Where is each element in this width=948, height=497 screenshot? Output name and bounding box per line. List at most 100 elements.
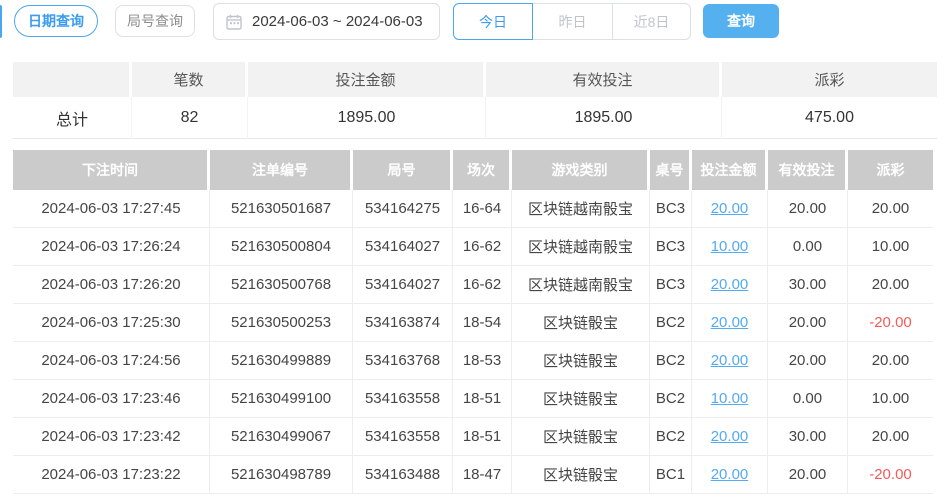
table-row: 2024-06-03 17:26:20 521630500768 534164027… [13,266,933,304]
bets-header-row: 下注时间 注单编号 局号 场次 游戏类别 桌号 投注金额 有效投注 派彩 [13,150,933,190]
bet-amount-link[interactable]: 20.00 [710,466,749,483]
table-row: 2024-06-03 17:27:45 521630501687 534164275… [13,190,933,228]
table-row: 2024-06-03 17:24:56 521630499889 534163768… [13,342,933,380]
cell-round-id: 534164027 [353,228,453,266]
col-bet-amount: 投注金额 [692,150,768,190]
cell-game-type: 区块链骰宝 [512,456,650,494]
cell-valid-bet: 20.00 [768,304,848,342]
quick-date-button-group: 今日 昨日 近8日 [453,3,691,40]
search-button[interactable]: 查询 [703,4,779,38]
table-row: 2024-06-03 17:26:24 521630500804 534164027… [13,228,933,266]
cell-round-id: 534164275 [353,190,453,228]
cell-payout: -20.00 [848,304,933,342]
bet-amount-link[interactable]: 10.00 [710,390,749,407]
cell-session: 16-62 [453,228,512,266]
cell-game-type: 区块链骰宝 [512,380,650,418]
bet-records-table: 下注时间 注单编号 局号 场次 游戏类别 桌号 投注金额 有效投注 派彩 2024-06-03 … [13,150,933,494]
col-table-no: 桌号 [650,150,692,190]
summary-header-count: 笔数 [132,62,248,97]
cell-table-no: BC3 [650,190,692,228]
cell-bet-amount: 20.00 [692,304,768,342]
cell-bet-time: 2024-06-03 17:27:45 [13,190,210,228]
cell-bet-amount: 20.00 [692,456,768,494]
cell-session: 18-53 [453,342,512,380]
cell-bet-time: 2024-06-03 17:23:42 [13,418,210,456]
date-range-value: 2024-06-03 ~ 2024-06-03 [252,13,423,30]
cell-table-no: BC2 [650,418,692,456]
summary-total-count: 82 [132,97,248,139]
last-8-days-button[interactable]: 近8日 [613,3,691,40]
cell-game-type: 区块链越南骰宝 [512,190,650,228]
cell-valid-bet: 30.00 [768,266,848,304]
cell-game-type: 区块链越南骰宝 [512,228,650,266]
cell-game-type: 区块链骰宝 [512,418,650,456]
cell-payout: 20.00 [848,190,933,228]
bet-amount-link[interactable]: 20.00 [710,200,749,217]
col-order-id: 注单编号 [210,150,353,190]
col-round-id: 局号 [353,150,453,190]
cell-bet-time: 2024-06-03 17:24:56 [13,342,210,380]
round-query-tab[interactable]: 局号查询 [115,5,195,37]
cell-table-no: BC3 [650,266,692,304]
summary-total-row: 总计 82 1895.00 1895.00 475.00 [13,97,937,139]
cell-valid-bet: 30.00 [768,418,848,456]
cell-game-type: 区块链骰宝 [512,342,650,380]
bet-amount-link[interactable]: 10.00 [710,238,749,255]
cell-bet-time: 2024-06-03 17:23:46 [13,380,210,418]
table-row: 2024-06-03 17:25:30 521630500253 534163874… [13,304,933,342]
cell-game-type: 区块链越南骰宝 [512,266,650,304]
summary-total-payout: 475.00 [722,97,937,139]
summary-header-empty [13,62,132,97]
summary-total-valid-bet: 1895.00 [486,97,722,139]
cell-order-id: 521630500804 [210,228,353,266]
cell-session: 18-51 [453,380,512,418]
cell-payout: 20.00 [848,266,933,304]
cell-valid-bet: 0.00 [768,228,848,266]
bet-amount-link[interactable]: 20.00 [710,428,749,445]
date-query-tab[interactable]: 日期查询 [14,5,98,37]
cell-bet-amount: 20.00 [692,266,768,304]
cell-bet-time: 2024-06-03 17:26:24 [13,228,210,266]
cell-valid-bet: 20.00 [768,190,848,228]
cell-bet-amount: 20.00 [692,418,768,456]
today-button[interactable]: 今日 [453,3,533,40]
cell-payout: 10.00 [848,228,933,266]
left-edge-partial-element [0,5,2,38]
summary-header-valid-bet: 有效投注 [486,62,722,97]
summary-total-label: 总计 [13,97,132,139]
bet-amount-link[interactable]: 20.00 [710,276,749,293]
cell-order-id: 521630500768 [210,266,353,304]
summary-header-payout: 派彩 [722,62,937,97]
table-row: 2024-06-03 17:23:42 521630499067 534163558… [13,418,933,456]
bet-amount-link[interactable]: 20.00 [710,314,749,331]
summary-total-bet-amount: 1895.00 [248,97,486,139]
calendar-icon [226,14,242,30]
cell-order-id: 521630500253 [210,304,353,342]
cell-order-id: 521630498789 [210,456,353,494]
query-toolbar: 日期查询 局号查询 2024-06-03 ~ 2024-06-03 今日 昨日 … [0,0,948,48]
cell-bet-time: 2024-06-03 17:26:20 [13,266,210,304]
bet-amount-link[interactable]: 20.00 [710,352,749,369]
cell-table-no: BC2 [650,380,692,418]
cell-payout: 20.00 [848,342,933,380]
cell-valid-bet: 0.00 [768,380,848,418]
table-row: 2024-06-03 17:23:22 521630498789 534163488… [13,456,933,494]
cell-bet-amount: 10.00 [692,228,768,266]
summary-header-bet-amount: 投注金额 [248,62,486,97]
cell-table-no: BC2 [650,342,692,380]
yesterday-button[interactable]: 昨日 [533,3,613,40]
cell-round-id: 534163558 [353,380,453,418]
cell-round-id: 534163558 [353,418,453,456]
date-range-input[interactable]: 2024-06-03 ~ 2024-06-03 [213,3,440,40]
cell-session: 16-64 [453,190,512,228]
col-session: 场次 [453,150,512,190]
summary-header-row: 笔数 投注金额 有效投注 派彩 [13,62,937,97]
cell-order-id: 521630499889 [210,342,353,380]
col-game-type: 游戏类别 [512,150,650,190]
cell-valid-bet: 20.00 [768,456,848,494]
cell-payout: 20.00 [848,418,933,456]
col-bet-time: 下注时间 [13,150,210,190]
cell-session: 18-51 [453,418,512,456]
cell-table-no: BC3 [650,228,692,266]
cell-order-id: 521630499067 [210,418,353,456]
